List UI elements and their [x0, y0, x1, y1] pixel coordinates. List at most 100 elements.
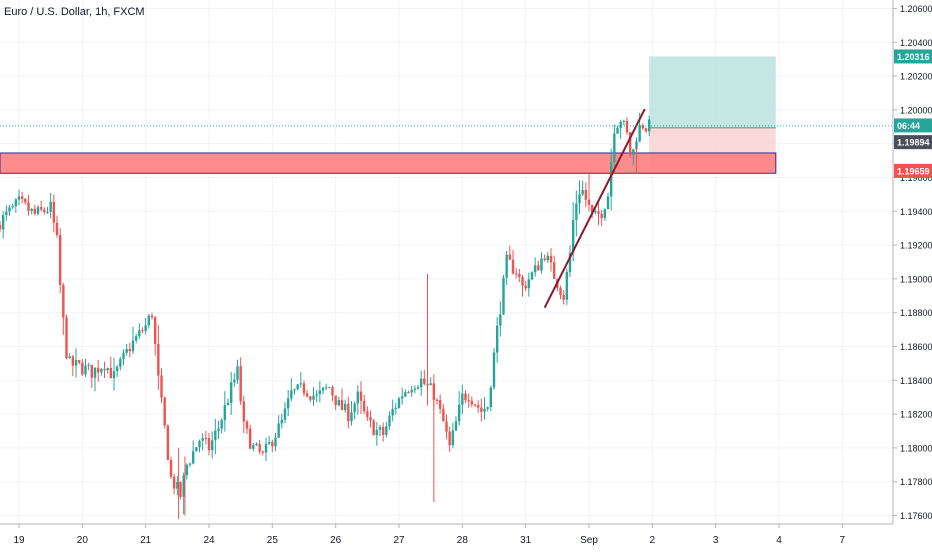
candle-body	[229, 382, 233, 403]
candle-body	[27, 202, 30, 212]
candle	[90, 364, 94, 389]
candle	[214, 418, 217, 455]
candle-body	[622, 120, 626, 122]
candle	[391, 399, 394, 422]
candle-body	[381, 427, 385, 436]
candle-body	[366, 411, 369, 418]
candle-body	[131, 340, 135, 352]
candle-body	[362, 400, 366, 412]
candle-body	[17, 196, 21, 200]
candle	[321, 387, 325, 395]
candle-body	[407, 392, 410, 394]
candle-body	[179, 482, 182, 497]
candle	[210, 431, 214, 459]
candle-body	[619, 121, 622, 129]
candle	[442, 403, 445, 422]
candle	[119, 356, 122, 371]
candle-body	[473, 404, 477, 406]
candle	[103, 361, 106, 378]
candle-body	[600, 213, 603, 219]
time-tick-label: 27	[393, 535, 405, 546]
candle	[429, 377, 432, 386]
candle	[68, 353, 71, 359]
candle-body	[267, 442, 271, 444]
candle	[609, 148, 613, 211]
candle-body	[169, 460, 173, 477]
candle	[461, 384, 464, 415]
candle-body	[93, 367, 97, 378]
candle	[96, 359, 100, 382]
candle-body	[404, 392, 407, 397]
candle-body	[125, 349, 128, 353]
target-zone	[649, 56, 776, 128]
candle	[489, 385, 493, 412]
candle	[5, 205, 8, 221]
candle-body	[416, 387, 420, 389]
candle	[62, 282, 65, 335]
candle-body	[280, 419, 284, 424]
candle	[309, 395, 312, 403]
candle	[318, 381, 322, 403]
candle	[144, 318, 147, 335]
candle	[245, 419, 249, 435]
candle-body	[62, 285, 65, 318]
candle	[46, 206, 49, 214]
candle-body	[492, 352, 496, 388]
candle	[112, 357, 116, 391]
candle	[204, 431, 208, 445]
candle	[603, 208, 607, 221]
candle	[448, 426, 451, 453]
candle	[495, 317, 499, 363]
candle	[543, 254, 546, 262]
target-price-badge: 1.20316	[897, 52, 930, 62]
candle	[220, 418, 223, 434]
candle	[248, 424, 252, 449]
candle	[492, 348, 496, 390]
candle-body	[419, 378, 423, 388]
candle	[261, 450, 265, 456]
candle-body	[191, 451, 195, 464]
candle-body	[394, 407, 398, 410]
candle	[366, 406, 369, 421]
candle	[575, 190, 578, 237]
candle	[435, 397, 439, 405]
candle	[27, 194, 30, 216]
candle-body	[568, 252, 572, 272]
candle-body	[527, 279, 531, 289]
candle-body	[138, 330, 141, 337]
candle	[280, 413, 284, 429]
candle-body	[293, 389, 296, 391]
candle-body	[413, 388, 417, 390]
candle	[0, 220, 2, 233]
candle-body	[214, 430, 217, 441]
candle	[71, 354, 75, 376]
candle	[106, 367, 109, 374]
time-tick-label: 19	[13, 535, 25, 546]
price-tick-label: 1.19000	[900, 274, 932, 284]
candle	[49, 192, 52, 219]
candle-body	[1, 215, 5, 230]
price-tick-label: 1.18000	[900, 443, 932, 453]
candle	[305, 390, 309, 398]
candle	[109, 356, 113, 379]
candle-body	[210, 440, 214, 451]
candles	[0, 112, 651, 519]
candle	[362, 394, 366, 414]
candle-body	[20, 196, 24, 199]
candle-body	[81, 362, 84, 375]
candle-body	[84, 365, 87, 375]
candle	[315, 389, 318, 403]
candle-body	[502, 277, 505, 315]
candle-body	[96, 367, 100, 373]
candle-body	[343, 403, 347, 410]
candle	[296, 384, 299, 391]
candle	[641, 123, 645, 130]
candle	[340, 388, 344, 411]
candle	[233, 372, 236, 387]
candle-body	[109, 367, 113, 379]
candle-body	[201, 438, 204, 441]
candle-body	[52, 201, 56, 223]
candle	[153, 316, 157, 356]
